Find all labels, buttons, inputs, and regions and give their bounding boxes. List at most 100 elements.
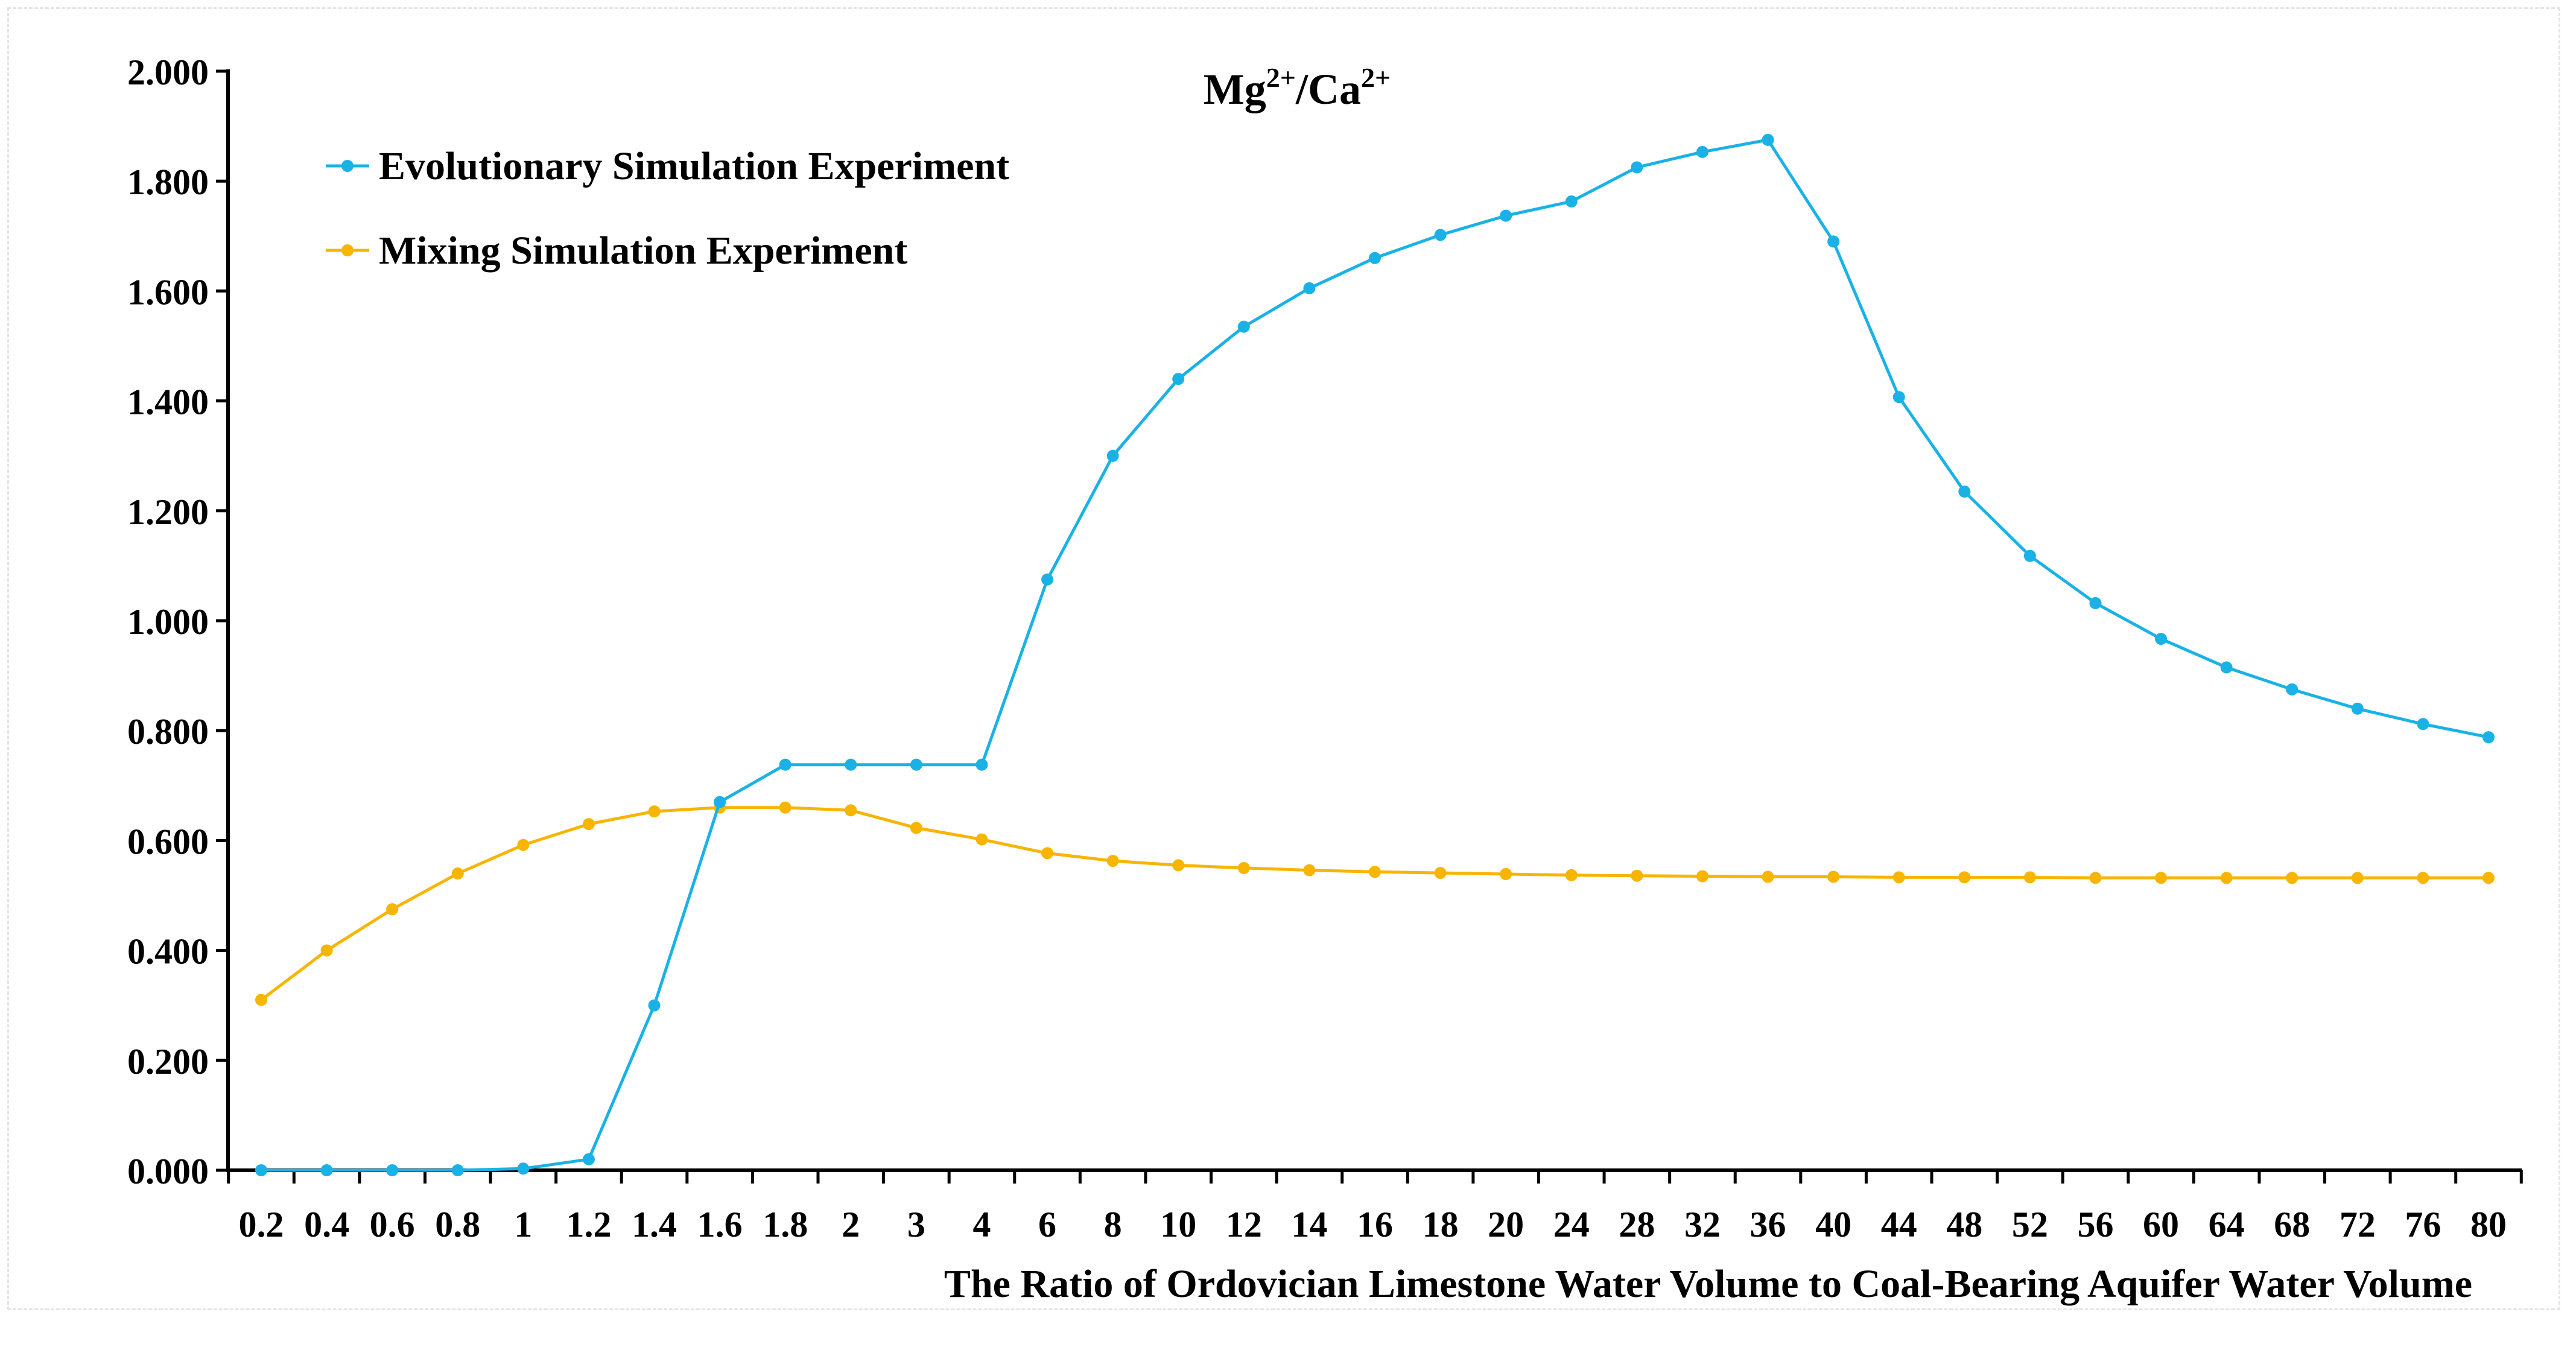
- y-tick-label: 1.000: [127, 602, 209, 642]
- series-evolutionary-simulation-experiment: [255, 133, 2495, 1176]
- data-point[interactable]: [517, 838, 530, 851]
- x-tick-label: 72: [2340, 1205, 2376, 1244]
- data-point[interactable]: [1500, 209, 1512, 222]
- data-point[interactable]: [2286, 872, 2298, 884]
- data-point[interactable]: [910, 822, 922, 834]
- series-line: [261, 138, 2489, 1172]
- data-point[interactable]: [648, 805, 661, 818]
- chart-frame: [7, 7, 2560, 1310]
- data-point[interactable]: [1892, 871, 1905, 884]
- data-point[interactable]: [1500, 867, 1512, 880]
- data-point[interactable]: [2089, 597, 2102, 609]
- data-point[interactable]: [976, 833, 988, 846]
- data-point[interactable]: [2417, 718, 2429, 731]
- data-point[interactable]: [1631, 869, 1643, 882]
- x-tick-label: 12: [1226, 1205, 1262, 1244]
- data-point[interactable]: [1958, 485, 1971, 498]
- data-point[interactable]: [2351, 872, 2364, 884]
- data-point[interactable]: [1565, 869, 1578, 881]
- y-tick-label: 1.600: [127, 272, 209, 312]
- title-sup-ca: 2+: [1361, 62, 1391, 93]
- series-line: [260, 806, 2489, 1001]
- data-point[interactable]: [845, 804, 857, 817]
- data-point[interactable]: [1892, 391, 1905, 404]
- x-tick-label: 24: [1553, 1205, 1590, 1244]
- data-point[interactable]: [1762, 870, 1774, 883]
- data-point[interactable]: [2482, 731, 2495, 744]
- data-point[interactable]: [386, 1164, 399, 1176]
- data-point[interactable]: [1631, 161, 1643, 174]
- data-point[interactable]: [2351, 702, 2364, 715]
- data-point[interactable]: [386, 903, 399, 916]
- data-point[interactable]: [1369, 866, 1381, 878]
- data-point[interactable]: [1106, 449, 1119, 462]
- data-point[interactable]: [2089, 872, 2102, 884]
- data-point[interactable]: [779, 801, 792, 814]
- data-point[interactable]: [1827, 870, 1840, 883]
- data-point[interactable]: [714, 796, 726, 808]
- data-point[interactable]: [1762, 133, 1774, 146]
- data-point[interactable]: [1696, 145, 1708, 158]
- data-point[interactable]: [1237, 861, 1250, 874]
- data-point[interactable]: [1303, 864, 1316, 876]
- series-layer: [255, 133, 2495, 1176]
- data-point[interactable]: [910, 758, 922, 771]
- data-point[interactable]: [1106, 855, 1119, 867]
- data-point[interactable]: [255, 994, 267, 1006]
- data-point[interactable]: [1172, 859, 1185, 872]
- y-tick-label: 0.800: [127, 712, 209, 752]
- data-point[interactable]: [1237, 320, 1250, 333]
- data-point[interactable]: [2417, 872, 2429, 884]
- data-point[interactable]: [2220, 661, 2233, 674]
- y-tick-label: 1.400: [127, 382, 209, 422]
- x-tick-label: 14: [1291, 1205, 1327, 1244]
- x-tick-label: 0.4: [304, 1205, 349, 1244]
- legend-item-mixing[interactable]: Mixing Simulation Experiment: [326, 229, 907, 273]
- y-tick-label: 1.800: [127, 162, 209, 202]
- data-point[interactable]: [1958, 871, 1971, 884]
- data-point[interactable]: [582, 1153, 595, 1165]
- data-point[interactable]: [1303, 282, 1316, 294]
- x-tick-label: 1.4: [632, 1205, 677, 1244]
- x-tick-label: 18: [1423, 1205, 1459, 1244]
- data-point[interactable]: [2023, 871, 2036, 884]
- legend-item-evolutionary[interactable]: Evolutionary Simulation Experiment: [326, 144, 1009, 188]
- data-point[interactable]: [2023, 550, 2036, 562]
- x-tick-label: 0.8: [435, 1205, 480, 1244]
- data-point[interactable]: [2220, 872, 2233, 884]
- data-point[interactable]: [648, 999, 661, 1012]
- series-mixing-simulation-experiment: [255, 801, 2495, 1006]
- data-point[interactable]: [517, 1162, 530, 1175]
- data-point[interactable]: [2482, 872, 2495, 884]
- data-point[interactable]: [2155, 633, 2168, 645]
- data-point[interactable]: [320, 1164, 333, 1176]
- data-point[interactable]: [1041, 847, 1054, 860]
- x-tick-label: 76: [2405, 1205, 2441, 1244]
- data-point[interactable]: [1041, 573, 1054, 586]
- data-point[interactable]: [2286, 683, 2298, 696]
- data-point[interactable]: [451, 1164, 464, 1176]
- data-point[interactable]: [451, 867, 464, 880]
- data-point[interactable]: [1434, 229, 1447, 241]
- legend-marker-evolutionary: [341, 160, 354, 172]
- data-point[interactable]: [1434, 867, 1447, 880]
- data-point[interactable]: [845, 758, 857, 771]
- data-point[interactable]: [1172, 373, 1185, 385]
- data-point[interactable]: [320, 944, 333, 957]
- x-ticks: 0.2 0.4 0.6 0.8 1 1.2 1.4 1.6 1.8 2 3 4 6 8 10 12 14 16 18…: [227, 1170, 2523, 1244]
- data-point[interactable]: [255, 1164, 267, 1176]
- data-point[interactable]: [1827, 235, 1840, 248]
- data-point[interactable]: [2155, 872, 2168, 884]
- data-point[interactable]: [1369, 252, 1381, 264]
- data-point[interactable]: [779, 758, 792, 771]
- x-tick-label: 68: [2274, 1205, 2310, 1244]
- chart-title: Mg2+/Ca2+: [1204, 62, 1391, 113]
- data-point[interactable]: [976, 758, 988, 771]
- x-tick-label: 20: [1488, 1205, 1524, 1244]
- data-point[interactable]: [1696, 870, 1708, 883]
- title-base-mg: Mg: [1204, 65, 1266, 113]
- data-point[interactable]: [582, 818, 595, 831]
- data-point[interactable]: [1565, 195, 1578, 208]
- x-axis-label: The Ratio of Ordovician Limestone Water …: [944, 1262, 2472, 1306]
- x-tick-label: 44: [1881, 1205, 1917, 1244]
